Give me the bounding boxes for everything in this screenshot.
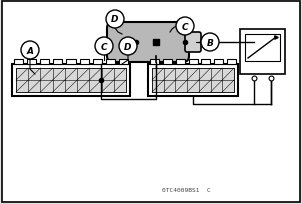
Circle shape [119,38,137,56]
FancyBboxPatch shape [152,69,234,93]
Circle shape [176,18,194,36]
FancyBboxPatch shape [14,60,23,65]
FancyBboxPatch shape [176,60,185,65]
FancyBboxPatch shape [188,60,198,65]
Text: 0TC4009BS1  C: 0TC4009BS1 C [162,188,211,193]
FancyBboxPatch shape [27,60,36,65]
FancyBboxPatch shape [12,65,130,96]
Text: D: D [124,42,132,51]
FancyBboxPatch shape [106,60,115,65]
FancyBboxPatch shape [163,60,172,65]
FancyBboxPatch shape [201,60,210,65]
FancyBboxPatch shape [150,60,159,65]
Circle shape [95,38,113,56]
FancyBboxPatch shape [245,35,280,62]
FancyBboxPatch shape [79,60,89,65]
Text: D: D [111,16,119,24]
FancyBboxPatch shape [16,69,126,93]
FancyBboxPatch shape [107,23,189,63]
FancyBboxPatch shape [227,60,236,65]
FancyBboxPatch shape [40,60,49,65]
Text: C: C [182,22,188,31]
FancyBboxPatch shape [148,65,238,96]
FancyBboxPatch shape [2,2,300,202]
FancyBboxPatch shape [240,30,285,75]
FancyBboxPatch shape [93,60,102,65]
Text: A: A [27,46,34,55]
Circle shape [106,11,124,29]
FancyBboxPatch shape [185,33,201,53]
Text: B: B [207,38,214,47]
Text: C: C [101,42,107,51]
FancyBboxPatch shape [53,60,63,65]
FancyBboxPatch shape [66,60,76,65]
Circle shape [21,42,39,60]
FancyBboxPatch shape [119,60,128,65]
Circle shape [201,34,219,52]
FancyBboxPatch shape [214,60,223,65]
